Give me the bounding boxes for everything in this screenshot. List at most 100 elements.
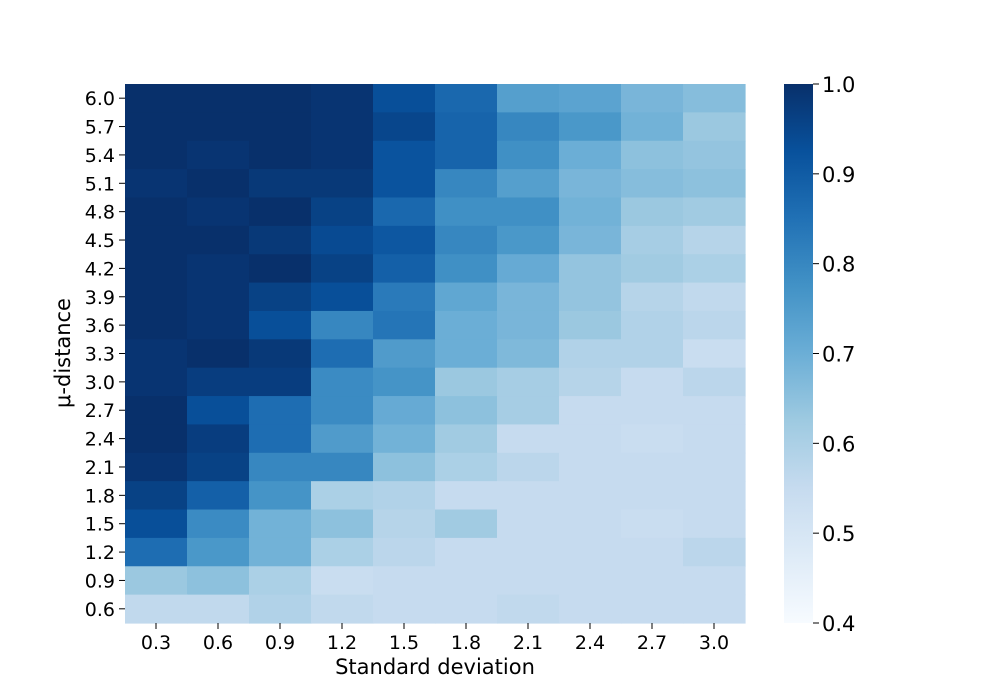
y-tick-label: 6.0	[85, 88, 115, 110]
colorbar-tick-label: 0.4	[822, 612, 855, 636]
y-tick-label: 1.2	[85, 542, 115, 564]
y-tick-label: 2.4	[85, 429, 115, 451]
heatmap-cell	[559, 84, 622, 113]
heatmap-cell	[373, 424, 436, 454]
heatmap-cell	[311, 481, 374, 511]
heatmap-cell	[435, 396, 498, 426]
heatmap-cell	[125, 481, 188, 511]
heatmap-cell	[311, 396, 374, 426]
heatmap-cell	[249, 481, 312, 511]
colorbar-tick-label: 0.7	[822, 343, 855, 367]
heatmap-cell	[187, 481, 250, 511]
heatmap-cell	[249, 169, 312, 199]
heatmap-cell	[559, 282, 622, 312]
heatmap-cell	[559, 339, 622, 369]
heatmap-cell	[621, 112, 684, 142]
heatmap-cell	[559, 452, 622, 482]
heatmap-cell	[125, 225, 188, 255]
x-tick-label: 2.7	[637, 632, 667, 654]
heatmap-cell	[683, 140, 746, 170]
heatmap-cell	[435, 367, 498, 397]
heatmap-cell	[125, 282, 188, 312]
heatmap-cell	[311, 282, 374, 312]
heatmap-cell	[435, 112, 498, 142]
heatmap-cell	[311, 537, 374, 567]
heatmap-cell	[621, 254, 684, 284]
heatmap-cell	[311, 112, 374, 142]
heatmap-cell	[249, 225, 312, 255]
x-tick-label: 0.6	[203, 632, 233, 654]
heatmap-cell	[249, 509, 312, 539]
heatmap-cell	[497, 396, 560, 426]
heatmap-cell	[249, 396, 312, 426]
heatmap-cell	[559, 396, 622, 426]
heatmap-cell	[435, 282, 498, 312]
y-tick-label: 2.7	[85, 400, 115, 422]
heatmap-cell	[187, 367, 250, 397]
colorbar-tick-label: 1.0	[822, 73, 855, 97]
heatmap-cell	[187, 197, 250, 227]
heatmap-cell	[373, 566, 436, 596]
heatmap-cell	[311, 140, 374, 170]
heatmap-cell	[435, 481, 498, 511]
heatmap-cell	[373, 225, 436, 255]
heatmap-cell	[683, 566, 746, 596]
heatmap-cell	[311, 452, 374, 482]
heatmap-cell	[311, 254, 374, 284]
heatmap-cell	[435, 310, 498, 340]
heatmap-cell	[435, 169, 498, 199]
heatmap-cell	[311, 339, 374, 369]
heatmap-cell	[559, 225, 622, 255]
heatmap-cell	[187, 537, 250, 567]
heatmap-cell	[249, 594, 312, 624]
heatmap-cell	[683, 537, 746, 567]
colorbar	[784, 84, 813, 623]
heatmap-cell	[621, 225, 684, 255]
heatmap-cell	[125, 84, 188, 113]
colorbar-tick-label: 0.9	[822, 163, 855, 187]
heatmap-cell	[621, 537, 684, 567]
y-axis-ticks: 6.0 5.7 5.4 5.1 4.8 4.5 4.2 3.9 3.6 3.3 3.0 2.7 2.4 2…	[85, 88, 125, 621]
y-axis-label: μ-distance	[51, 298, 75, 408]
heatmap-cell	[187, 84, 250, 113]
y-tick-label: 3.9	[85, 287, 115, 309]
heatmap-cell	[125, 367, 188, 397]
heatmap-cell	[497, 566, 560, 596]
x-tick-label: 1.5	[389, 632, 419, 654]
heatmap-cell	[683, 282, 746, 312]
heatmap-cell	[621, 140, 684, 170]
heatmap-cell	[497, 310, 560, 340]
heatmap-cell	[373, 197, 436, 227]
heatmap-cell	[559, 140, 622, 170]
heatmap-cell	[125, 112, 188, 142]
heatmap-cell	[187, 396, 250, 426]
heatmap-cell	[373, 367, 436, 397]
heatmap-cell	[435, 197, 498, 227]
heatmap-cells	[125, 84, 746, 624]
heatmap-cell	[373, 140, 436, 170]
heatmap-cell	[249, 84, 312, 113]
heatmap-cell	[311, 310, 374, 340]
heatmap-cell	[373, 481, 436, 511]
heatmap-cell	[559, 481, 622, 511]
heatmap-cell	[311, 424, 374, 454]
heatmap-cell	[435, 537, 498, 567]
heatmap-cell	[683, 197, 746, 227]
heatmap-cell	[311, 367, 374, 397]
heatmap-cell	[435, 594, 498, 624]
heatmap-cell	[621, 197, 684, 227]
heatmap-cell	[249, 310, 312, 340]
x-axis-label: Standard deviation	[335, 655, 535, 679]
heatmap-cell	[311, 509, 374, 539]
heatmap-cell	[125, 254, 188, 284]
heatmap-cell	[683, 509, 746, 539]
heatmap-cell	[683, 254, 746, 284]
heatmap-cell	[187, 509, 250, 539]
heatmap-cell	[621, 594, 684, 624]
heatmap-cell	[497, 282, 560, 312]
colorbar-tick-label: 0.5	[822, 522, 855, 546]
heatmap-cell	[311, 169, 374, 199]
heatmap-cell	[497, 254, 560, 284]
heatmap-cell	[249, 537, 312, 567]
